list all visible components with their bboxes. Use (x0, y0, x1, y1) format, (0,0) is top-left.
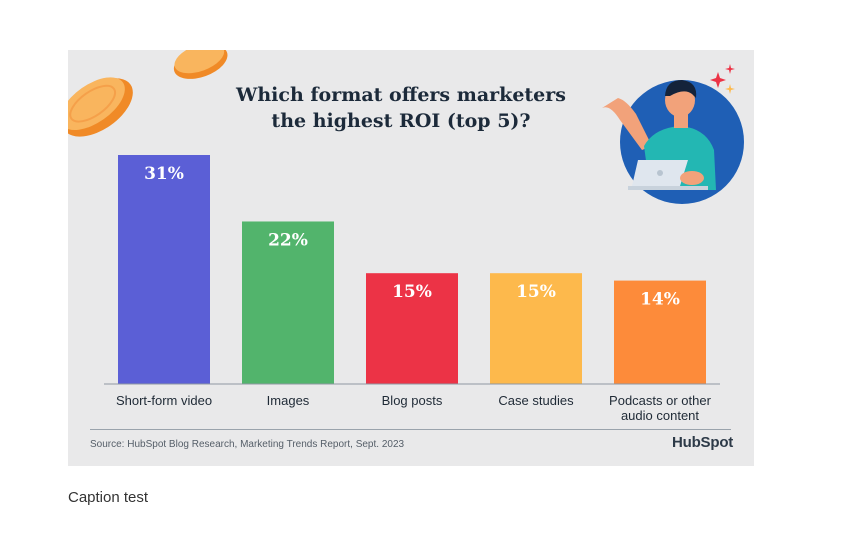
coin-top (173, 50, 228, 79)
value-label-2: 22% (268, 230, 308, 250)
image-caption: Caption test (68, 489, 149, 506)
person-with-laptop-illustration (602, 80, 744, 204)
source-text: Source: HubSpot Blog Research, Marketing… (90, 439, 405, 450)
value-label-5: 14% (640, 290, 680, 310)
category-label-5: Podcasts or other audio content (609, 393, 711, 423)
bar-2 (242, 221, 334, 384)
coin-decoration (68, 50, 228, 137)
bar-5 (614, 280, 706, 384)
bar-3 (366, 273, 458, 384)
value-label-3: 15% (392, 282, 432, 302)
footer-divider (90, 429, 731, 430)
chart-card: Which format offers marketers the highes… (68, 50, 754, 466)
chart-title: Which format offers marketers the highes… (236, 84, 566, 132)
hubspot-logo: HubSpot (672, 434, 734, 451)
bar-1 (118, 155, 210, 384)
value-label-1: 31% (144, 164, 184, 184)
sparkle-icon (710, 64, 735, 94)
value-label-4: 15% (516, 282, 556, 302)
bar-chart: 31% 22% 15% 15% 14% (104, 155, 720, 385)
category-label-2: Images (266, 393, 310, 408)
category-label-3: Blog posts (381, 393, 443, 408)
coin-left (68, 77, 133, 137)
category-label-4: Case studies (498, 393, 574, 408)
bar-4 (490, 273, 582, 384)
category-label-1: Short-form video (115, 393, 213, 408)
